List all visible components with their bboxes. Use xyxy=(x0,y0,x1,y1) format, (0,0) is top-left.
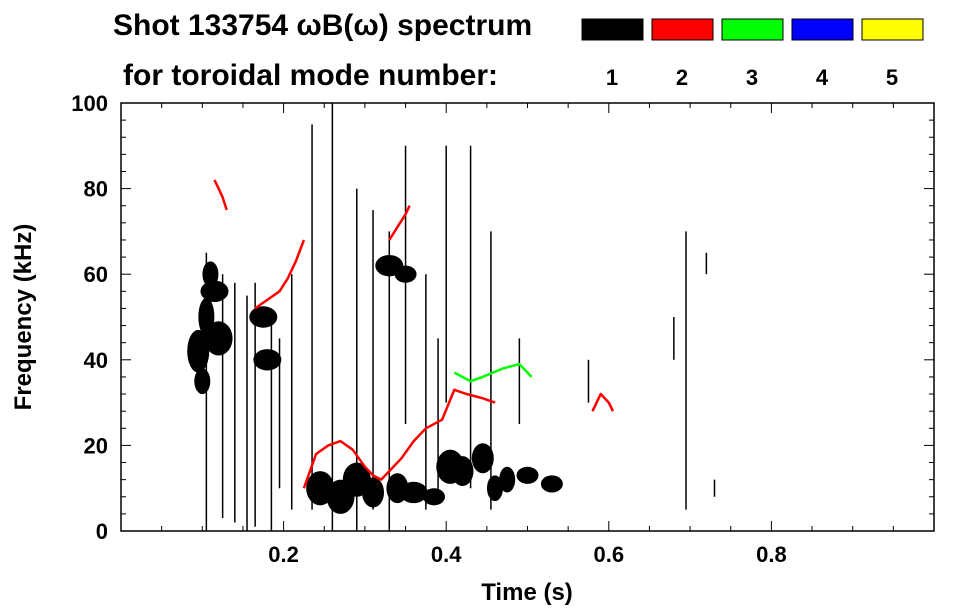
data-layer xyxy=(187,103,716,531)
mode-2-line-3 xyxy=(302,388,496,489)
y-axis-label: Frequency (kHz) xyxy=(10,224,37,411)
legend-label-3: 3 xyxy=(746,65,758,90)
mode-2-line-4 xyxy=(388,205,411,241)
mode-1-blob-0-5 xyxy=(200,280,229,303)
mode-2-line-5 xyxy=(213,179,228,211)
mode-1-blob-0-14 xyxy=(423,488,446,506)
y-tick-label-5: 100 xyxy=(71,91,108,116)
x-axis-label: Time (s) xyxy=(481,579,573,606)
y-tick-label-0: 0 xyxy=(96,519,108,544)
legend-label-4: 4 xyxy=(816,65,829,90)
mode-1-blob-0-20 xyxy=(516,466,539,484)
legend-swatch-3 xyxy=(721,18,784,41)
mode-1-blob-0-6 xyxy=(249,306,278,328)
mode-2-line-6 xyxy=(591,392,615,412)
mode-1-blob-0-17 xyxy=(471,443,494,474)
y-tick-label-4: 80 xyxy=(84,177,108,202)
legend-swatch-5 xyxy=(861,18,924,41)
y-axis: 0 20 40 60 80 100 xyxy=(71,91,934,544)
legend-label-5: 5 xyxy=(886,65,898,90)
mode-1-blob-0-16 xyxy=(451,456,474,487)
legend-swatch-2 xyxy=(651,18,714,41)
legend-label-1: 1 xyxy=(606,65,618,90)
legend-swatch-1 xyxy=(581,18,644,41)
chart-title-line1: Shot 133754 ωB(ω) spectrum xyxy=(113,9,532,42)
mode-1-blob-0-7 xyxy=(253,349,282,371)
mode-1-blob-0-13 xyxy=(399,481,428,504)
x-axis: 0.2 0.4 0.6 0.8 xyxy=(161,103,894,567)
legend: 1 2 3 4 5 xyxy=(581,18,924,90)
legend-swatch-4 xyxy=(791,18,854,41)
mode-2-line-2 xyxy=(254,239,306,310)
x-tick-label-3: 0.8 xyxy=(756,542,787,567)
y-tick-label-2: 40 xyxy=(84,348,108,373)
x-tick-label-2: 0.6 xyxy=(594,542,625,567)
y-tick-label-1: 20 xyxy=(84,433,108,458)
mode-1-blob-0-19 xyxy=(499,466,516,493)
legend-label-2: 2 xyxy=(676,65,688,90)
mode-1-blob-0-21 xyxy=(540,475,563,493)
mode-1-blob-0-0 xyxy=(187,329,210,373)
chart-title-line2: for toroidal mode number: xyxy=(123,59,498,92)
x-tick-label-0: 0.2 xyxy=(268,542,299,567)
mode-3-line-7 xyxy=(453,362,533,383)
mode-1-blob-0-3 xyxy=(194,368,211,395)
y-tick-label-3: 60 xyxy=(84,262,108,287)
mode-1-blob-0-4 xyxy=(204,321,233,356)
x-tick-label-1: 0.4 xyxy=(431,542,462,567)
